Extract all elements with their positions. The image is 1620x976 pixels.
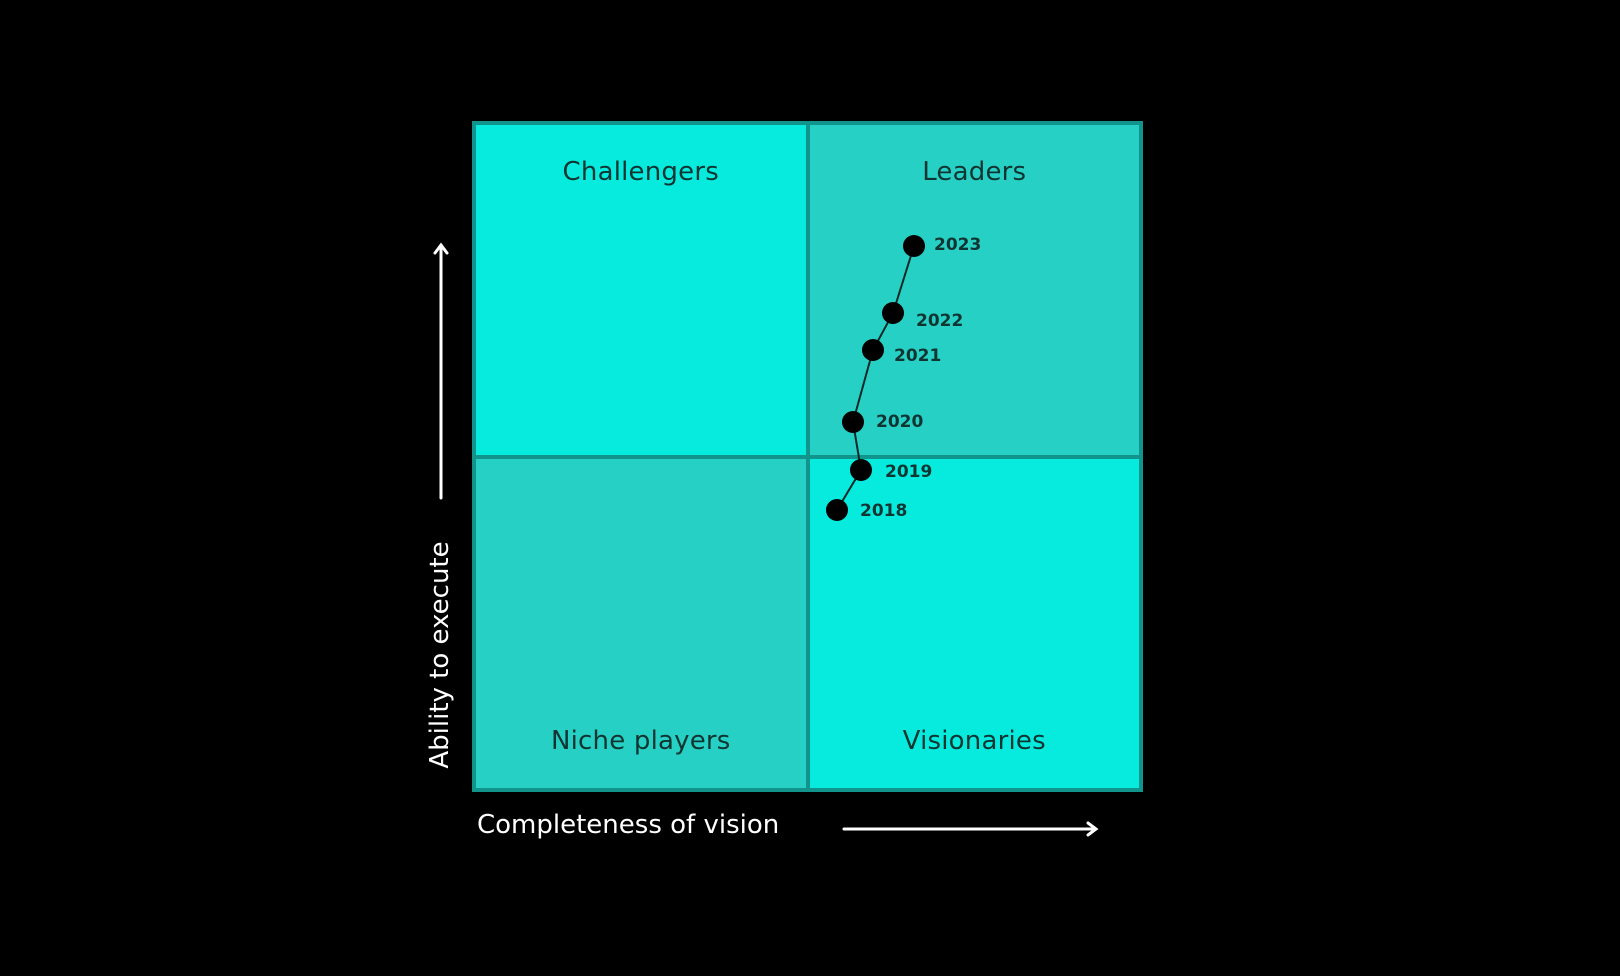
point-label-2023: 2023 <box>934 235 982 255</box>
quadrant-label-challengers: Challengers <box>562 157 719 187</box>
quadrant-leaders: Leaders <box>809 125 1139 455</box>
y-axis-arrow-icon <box>433 242 449 500</box>
data-point-2020 <box>842 411 864 433</box>
point-label-2022: 2022 <box>916 311 964 331</box>
data-point-2019 <box>850 459 872 481</box>
y-axis-label: Ability to execute <box>425 541 455 769</box>
quadrant-niche-players: Niche players <box>476 458 806 788</box>
quadrant-label-leaders: Leaders <box>922 157 1027 187</box>
data-point-2022 <box>882 302 904 324</box>
data-point-2021 <box>862 339 884 361</box>
point-label-2021: 2021 <box>894 346 942 366</box>
point-label-2019: 2019 <box>885 462 933 482</box>
point-label-2018: 2018 <box>860 501 908 521</box>
quadrant-challengers: Challengers <box>476 125 806 455</box>
x-axis-label: Completeness of vision <box>477 810 780 840</box>
quadrant-visionaries: Visionaries <box>809 458 1139 788</box>
quadrant-label-visionaries: Visionaries <box>902 726 1046 756</box>
data-point-2023 <box>903 235 925 257</box>
point-label-2020: 2020 <box>876 412 924 432</box>
data-point-2018 <box>826 499 848 521</box>
quadrant-label-niche-players: Niche players <box>550 726 731 756</box>
x-axis-arrow-icon <box>842 821 1099 837</box>
magic-quadrant-matrix: Challengers Leaders Niche players Vision… <box>472 121 1143 792</box>
